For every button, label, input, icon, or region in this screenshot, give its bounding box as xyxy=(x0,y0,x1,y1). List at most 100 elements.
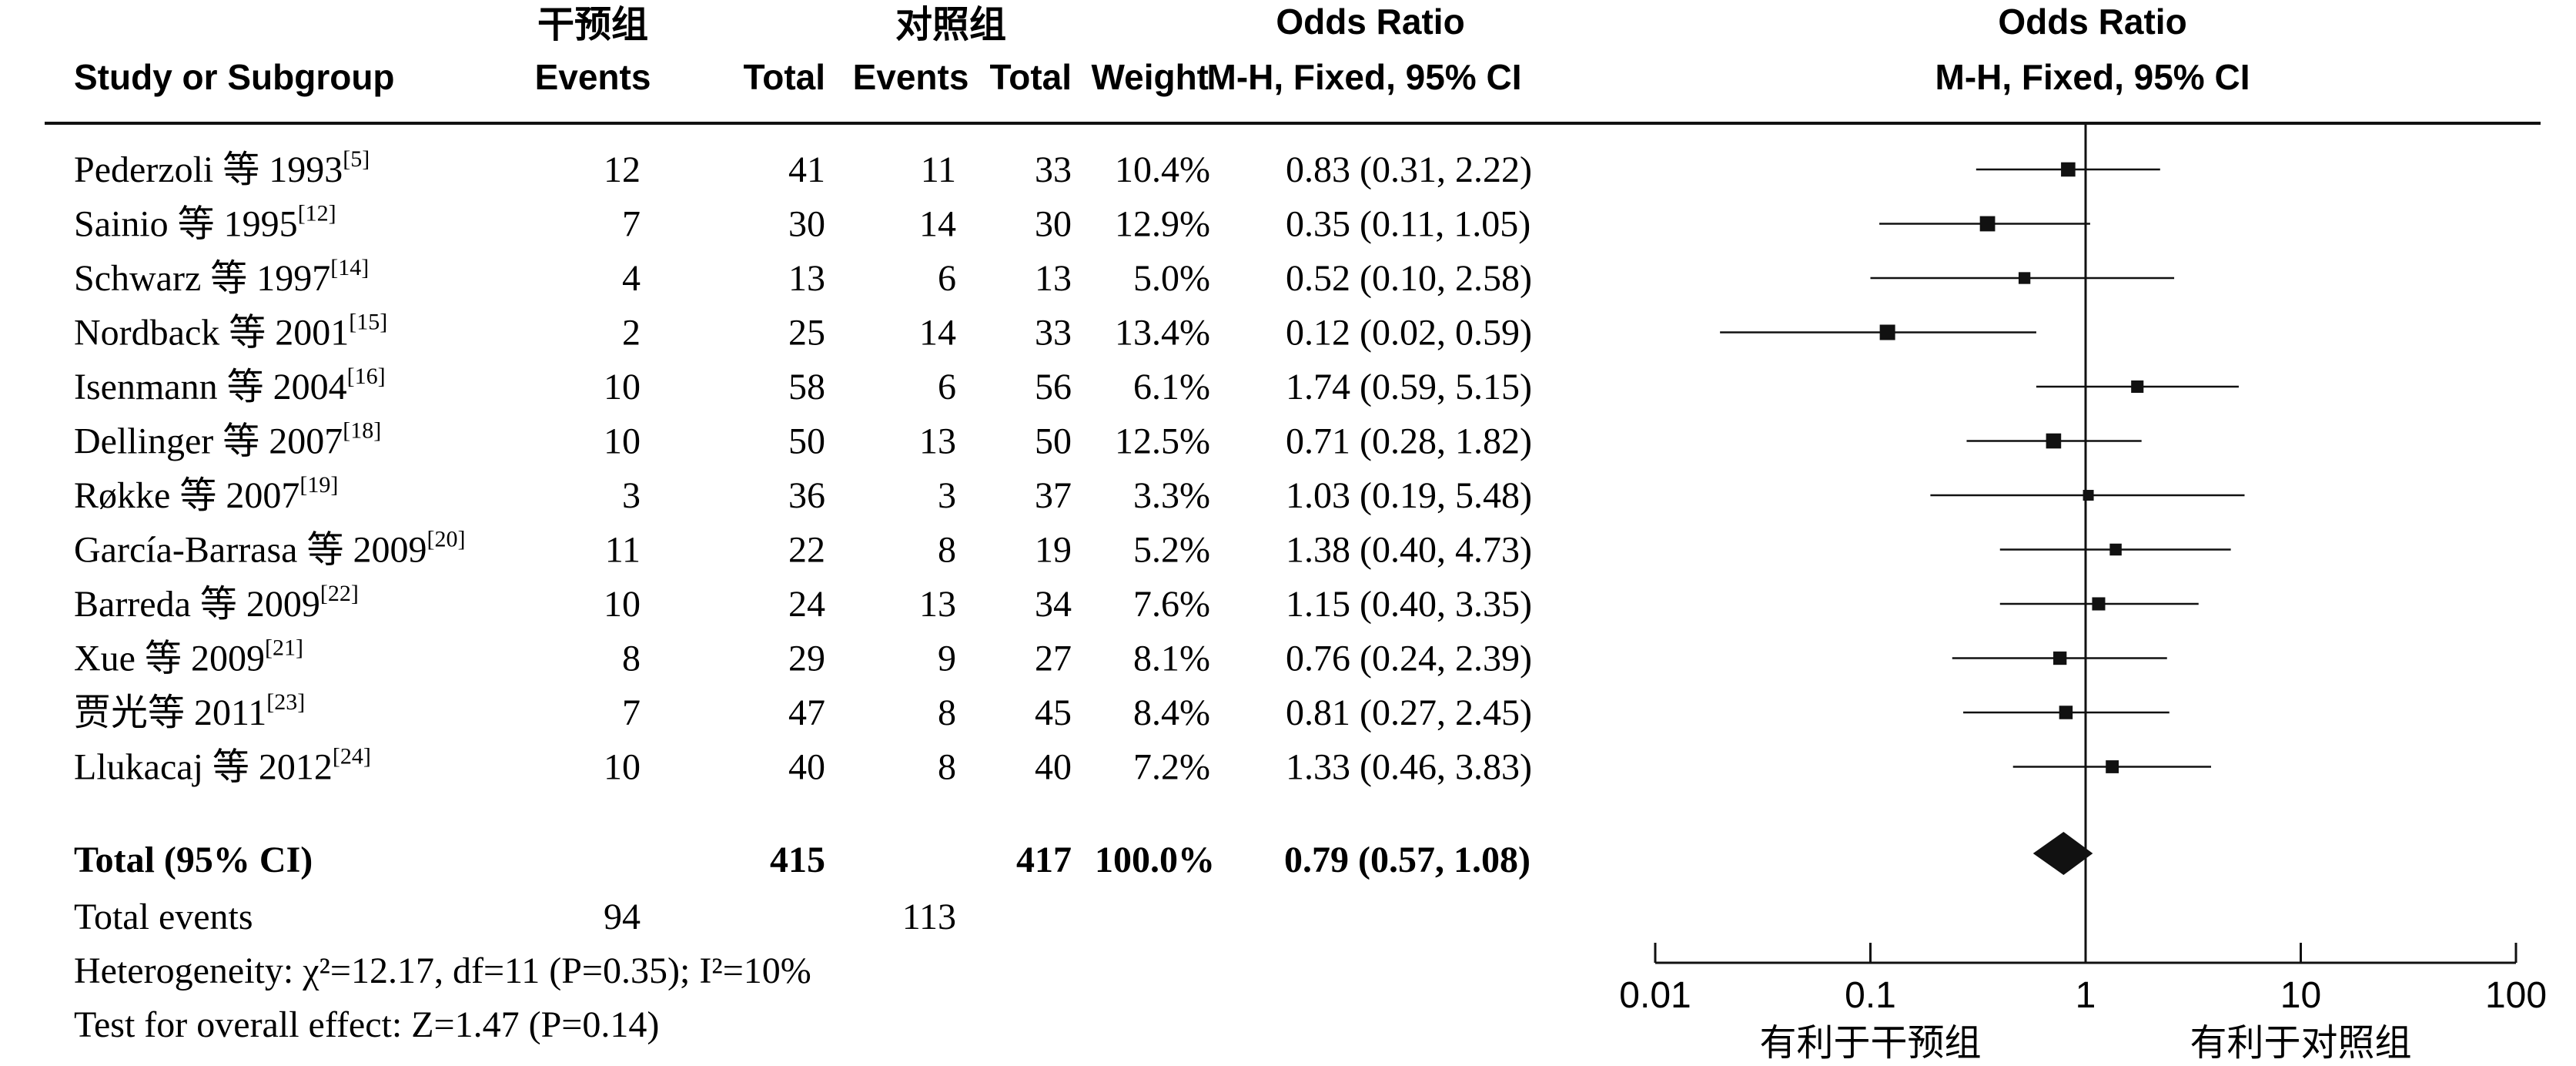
study-or-text: 1.38 (0.40, 4.73) xyxy=(1286,530,1532,571)
study-events2: 8 xyxy=(938,692,956,733)
total-events2: 113 xyxy=(902,897,956,937)
header-events2: Events xyxy=(853,57,969,97)
study-or-text: 0.71 (0.28, 1.82) xyxy=(1286,421,1532,462)
study-ref: [14] xyxy=(330,255,369,280)
header-total2: Total xyxy=(990,57,1072,97)
header-total1: Total xyxy=(744,57,825,97)
study-total2: 45 xyxy=(1035,692,1072,733)
study-total2: 37 xyxy=(1035,475,1072,516)
study-events2: 8 xyxy=(938,747,956,788)
study-name: 贾光等 2011[23] xyxy=(74,689,305,733)
study-ref: [19] xyxy=(299,472,338,498)
study-total2: 33 xyxy=(1035,149,1072,190)
study-weight: 6.1% xyxy=(1133,367,1210,407)
point-estimate xyxy=(2061,162,2076,177)
study-total2: 30 xyxy=(1035,204,1072,245)
header-weight: Weight xyxy=(1092,57,1209,97)
study-ref: [21] xyxy=(265,635,303,661)
study-total2: 19 xyxy=(1035,530,1072,571)
study-name: Xue 等 2009[21] xyxy=(74,635,303,679)
study-events2: 6 xyxy=(938,367,956,407)
point-estimate xyxy=(2059,706,2073,719)
study-events2: 6 xyxy=(938,258,956,299)
study-ref: [23] xyxy=(266,689,305,715)
study-name: Røkke 等 2007[19] xyxy=(74,472,338,516)
study-events1: 7 xyxy=(622,692,641,733)
x-tick-label: 10 xyxy=(2280,975,2321,1016)
study-or-text: 0.12 (0.02, 0.59) xyxy=(1286,313,1532,354)
point-estimate xyxy=(2018,272,2031,284)
study-or-text: 1.74 (0.59, 5.15) xyxy=(1286,367,1532,407)
study-events2: 9 xyxy=(938,639,956,679)
study-weight: 7.2% xyxy=(1133,747,1210,788)
total-events1: 94 xyxy=(604,897,641,937)
study-total1: 40 xyxy=(788,747,825,788)
study-total1: 24 xyxy=(788,584,825,625)
study-events2: 14 xyxy=(919,204,956,245)
study-events1: 11 xyxy=(605,530,641,571)
study-weight: 12.9% xyxy=(1115,204,1210,245)
point-estimate xyxy=(2092,597,2106,611)
study-ref: [16] xyxy=(347,364,386,389)
study-events1: 8 xyxy=(622,639,641,679)
study-events2: 11 xyxy=(921,149,956,190)
point-estimate xyxy=(2106,760,2119,773)
study-name: Barreda 等 2009[22] xyxy=(74,581,359,625)
total-weight: 100.0% xyxy=(1095,840,1215,880)
study-total2: 40 xyxy=(1035,747,1072,788)
study-events1: 10 xyxy=(604,584,641,625)
study-events1: 12 xyxy=(604,149,641,190)
study-ref: [24] xyxy=(333,744,371,769)
study-name: Isenmann 等 2004[16] xyxy=(74,364,386,407)
study-or-text: 0.76 (0.24, 2.39) xyxy=(1286,639,1532,679)
study-events2: 14 xyxy=(919,313,956,354)
study-weight: 3.3% xyxy=(1133,475,1210,516)
total-events-label: Total events xyxy=(74,897,253,937)
x-tick-label: 100 xyxy=(2485,975,2547,1016)
total-label: Total (95% CI) xyxy=(74,840,313,880)
study-events1: 3 xyxy=(622,475,641,516)
total-or: 0.79 (0.57, 1.08) xyxy=(1284,840,1531,880)
study-weight: 5.0% xyxy=(1133,258,1210,299)
study-events1: 10 xyxy=(604,367,641,407)
overall-effect-text: Test for overall effect: Z=1.47 (P=0.14) xyxy=(74,1004,659,1045)
point-estimate xyxy=(1879,324,1895,340)
point-estimate xyxy=(2109,543,2122,556)
study-or-text: 0.35 (0.11, 1.05) xyxy=(1286,204,1531,245)
study-total2: 34 xyxy=(1035,584,1072,625)
x-tick-label: 0.1 xyxy=(1845,975,1896,1016)
study-total1: 13 xyxy=(788,258,825,299)
study-events1: 10 xyxy=(604,747,641,788)
heterogeneity-text: Heterogeneity: χ²=12.17, df=11 (P=0.35);… xyxy=(74,950,811,991)
study-events1: 4 xyxy=(622,258,641,299)
header-or-title-plot: Odds Ratio xyxy=(1998,2,2186,42)
study-name: Sainio 等 1995[12] xyxy=(74,201,336,245)
study-total1: 30 xyxy=(788,204,825,245)
favours-left-label: 有利于干预组 xyxy=(1759,1023,1981,1064)
study-total2: 27 xyxy=(1035,639,1072,679)
study-total2: 50 xyxy=(1035,421,1072,462)
study-total2: 13 xyxy=(1035,258,1072,299)
x-tick-label: 1 xyxy=(2076,975,2096,1016)
study-weight: 5.2% xyxy=(1133,530,1210,571)
header-or-plot: M-H, Fixed, 95% CI xyxy=(1935,57,2250,97)
study-or-text: 0.83 (0.31, 2.22) xyxy=(1286,149,1532,190)
study-total1: 25 xyxy=(788,313,825,354)
study-ref: [5] xyxy=(343,146,370,172)
study-ref: [15] xyxy=(349,310,387,335)
study-weight: 7.6% xyxy=(1133,584,1210,625)
study-name: Schwarz 等 1997[14] xyxy=(74,255,369,299)
study-or-text: 0.81 (0.27, 2.45) xyxy=(1286,692,1532,733)
study-total1: 41 xyxy=(788,149,825,190)
study-total1: 50 xyxy=(788,421,825,462)
study-or-text: 1.03 (0.19, 5.48) xyxy=(1286,475,1532,516)
study-events2: 8 xyxy=(938,530,956,571)
study-name: Nordback 等 2001[15] xyxy=(74,310,387,354)
study-events2: 3 xyxy=(938,475,956,516)
study-weight: 10.4% xyxy=(1115,149,1210,190)
study-name: Dellinger 等 2007[18] xyxy=(74,418,381,462)
header-group1: 干预组 xyxy=(537,5,648,45)
study-weight: 8.1% xyxy=(1133,639,1210,679)
study-weight: 8.4% xyxy=(1133,692,1210,733)
